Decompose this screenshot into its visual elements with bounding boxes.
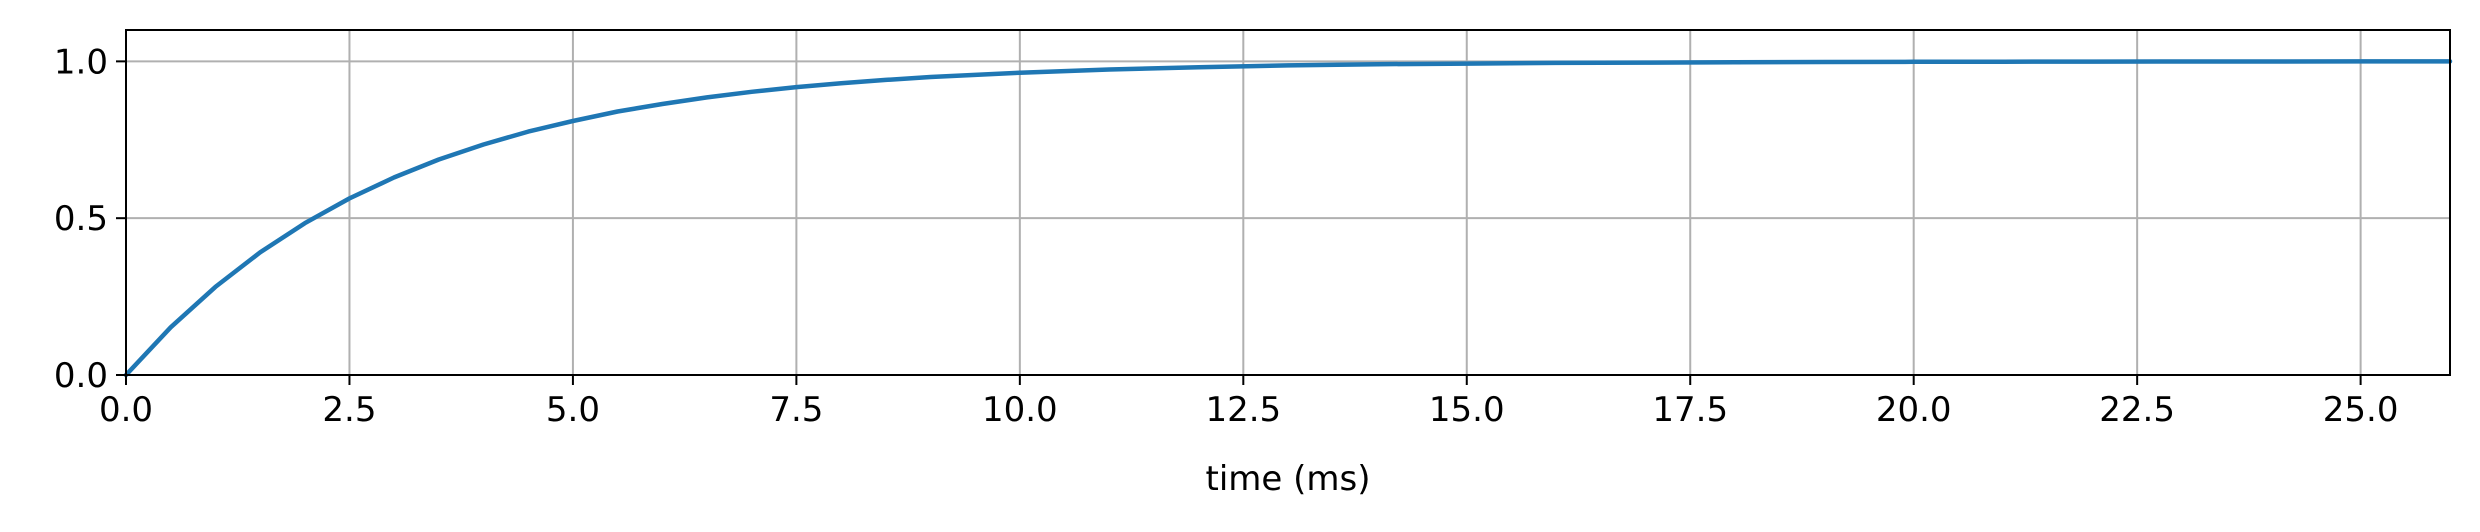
x-tick-label: 5.0: [546, 390, 600, 430]
y-axis: 0.0 0.5 1.0: [54, 42, 126, 396]
grid: [125, 30, 2450, 376]
x-tick-label: 10.0: [982, 390, 1058, 430]
y-tick-label: 0.5: [54, 199, 108, 239]
x-tick-label: 22.5: [2099, 390, 2175, 430]
y-tick-label: 0.0: [54, 356, 108, 396]
x-axis: 0.0 2.5 5.0 7.5 10.0 12.5 15.0 17.5 20.0 22.5 25.0: [99, 375, 2399, 430]
x-axis-label: time (ms): [1206, 459, 1371, 499]
x-tick-label: 17.5: [1652, 390, 1728, 430]
x-tick-label: 20.0: [1876, 390, 1952, 430]
x-tick-label: 12.5: [1205, 390, 1281, 430]
plot-frame: [125, 29, 2451, 376]
x-tick-label: 25.0: [2323, 390, 2399, 430]
series-layer: [123, 59, 2453, 378]
series-line: [123, 59, 2453, 378]
x-tick-label: 15.0: [1429, 390, 1505, 430]
y-tick-label: 1.0: [54, 42, 108, 82]
x-tick-label: 7.5: [769, 390, 823, 430]
x-tick-label: 2.5: [322, 390, 376, 430]
x-tick-label: 0.0: [99, 390, 153, 430]
